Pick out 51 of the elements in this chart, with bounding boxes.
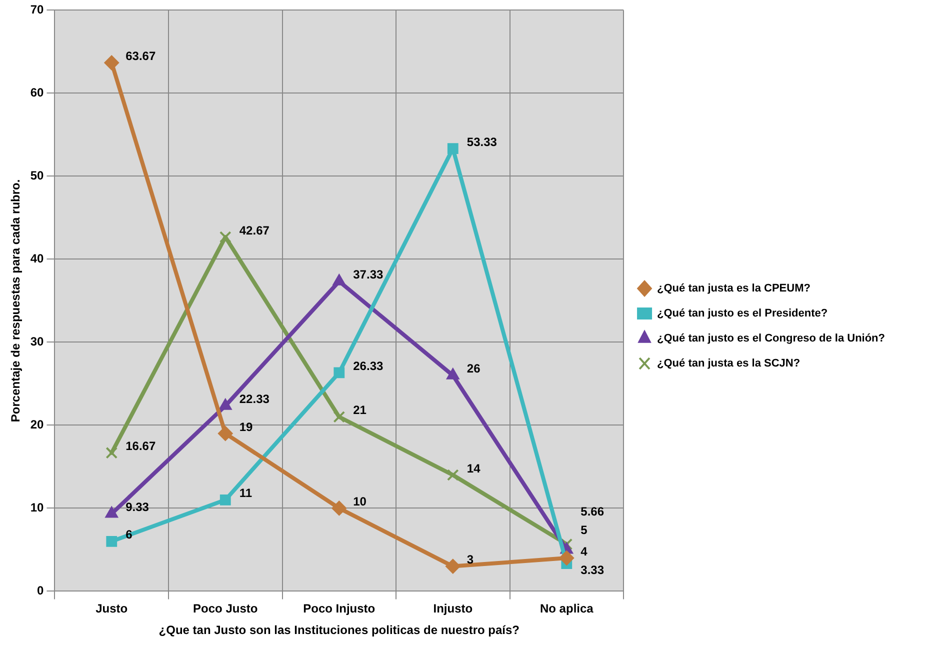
legend-label: ¿Qué tan justa es la SCJN? [657, 358, 800, 370]
y-tick-label: 50 [30, 168, 44, 183]
data-label: 9.33 [126, 500, 150, 514]
data-label: 37.33 [353, 268, 384, 282]
data-label: 4 [580, 544, 588, 558]
data-label: 21 [353, 403, 367, 418]
point [332, 500, 347, 516]
legend-label: ¿Qué tan justa es la CPEUM? [657, 282, 811, 295]
x-tick-label: Injusto [433, 602, 473, 616]
point [447, 143, 458, 154]
data-label: 3.33 [580, 562, 604, 577]
point [333, 410, 346, 423]
data-label: 5.66 [580, 504, 604, 519]
point [220, 494, 231, 506]
x-tick-label: Justo [96, 602, 128, 616]
data-label: 26.33 [353, 358, 384, 373]
x-tick-label: Poco Injusto [303, 602, 376, 616]
data-label: 19 [239, 420, 254, 434]
x-tick-label: No aplica [540, 602, 594, 616]
point [445, 558, 460, 574]
y-tick-label: 30 [30, 334, 44, 349]
point [106, 446, 118, 459]
point [218, 426, 233, 441]
legend-label: ¿Qué tan justo es el Presidente? [657, 308, 828, 320]
point [559, 550, 574, 566]
x-tick-label: Poco Justo [193, 602, 258, 616]
point [446, 469, 459, 481]
data-label: 10 [353, 494, 367, 509]
data-label: 16.67 [126, 439, 156, 454]
data-label: 11 [239, 486, 252, 500]
point [106, 536, 118, 547]
y-tick-label: 10 [30, 500, 44, 515]
data-label: 22.33 [239, 392, 270, 406]
data-label: 63.67 [126, 49, 156, 64]
point [219, 231, 232, 243]
data-label: 53.33 [466, 134, 498, 149]
x-axis-title: ¿Que tan Justo son las Instituciones politicas de nuestro país? [158, 623, 520, 638]
y-tick-label: 70 [30, 2, 44, 17]
data-label: 42.67 [239, 223, 270, 238]
y-axis-title: Porcentaje de respuestas para cada rubro. [8, 179, 23, 422]
point [334, 367, 345, 378]
point [104, 55, 120, 70]
legend-label: ¿Qué tan justo es el Congreso de la Unión? [657, 332, 886, 345]
y-tick-label: 40 [30, 252, 44, 266]
data-label: 5 [580, 523, 588, 538]
y-tick-label: 60 [30, 86, 44, 100]
data-label: 14 [466, 461, 481, 476]
y-tick-label: 20 [30, 418, 44, 432]
data-label: 3 [466, 552, 474, 567]
y-tick-label: 0 [37, 584, 44, 598]
data-label: 26 [466, 362, 481, 376]
